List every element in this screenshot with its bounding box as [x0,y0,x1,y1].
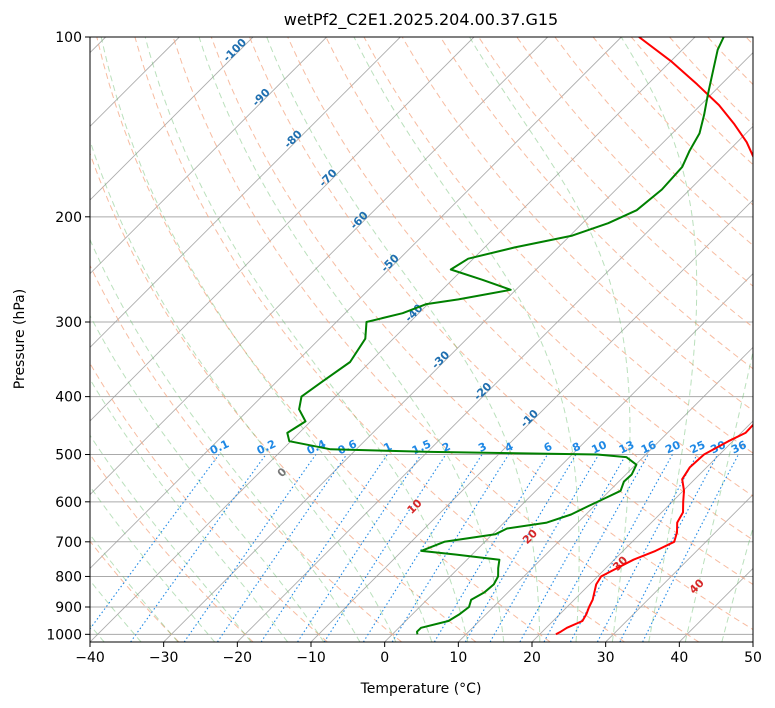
moist-adiabat-line [469,37,631,642]
moist-adiabat-line [90,485,216,642]
y-axis-label: Pressure (hPa) [12,289,28,389]
mixing-ratio-label: 13 [617,438,636,456]
dry-adiabat-line [90,264,403,642]
moist-adiabat-line [90,579,142,642]
mixing-ratio-line [519,454,627,642]
dry-adiabat-line [172,37,700,642]
isotherm-line [310,199,753,642]
moist-adiabat-line [198,37,505,642]
dry-adiabat-line [401,37,753,412]
moist-adiabat-line [90,378,289,642]
isotherm-line [237,125,753,642]
isotherm-line [163,52,753,642]
isotherm-line [531,420,753,642]
mixing-ratio-label: 16 [639,438,659,456]
dry-adiabat-line [478,37,753,328]
mixing-ratio-line [130,454,267,642]
x-tick-label: 30 [597,650,615,666]
mixing-ratio-label: 25 [688,438,707,456]
dry-adiabat-line [90,453,254,642]
moist-adiabat-line [100,37,433,642]
profile-series [286,37,753,636]
y-tick-label: 400 [55,390,82,406]
mixing-ratio-line [183,454,317,642]
isotherm-line [458,346,753,642]
y-tick-label: 100 [55,30,82,46]
moist-adiabat-line [90,434,252,642]
chart-title: wetPf2_C2E1.2025.204.00.37.G15 [284,10,558,30]
mixing-ratio-line [489,454,600,642]
mixing-ratio-label: 36 [729,438,749,456]
x-tick-label: −20 [223,650,253,666]
moist-adiabat-line [684,349,753,642]
moist-adiabat-line [90,533,179,642]
x-tick-label: 40 [670,650,688,666]
x-tick-label: 20 [523,650,541,666]
x-axis-label: Temperature (°C) [360,681,482,697]
axis-ticks: −40 −30 −20 −10 0 10 20 30 40 50 100 200 300 400 500 60… [46,30,762,666]
mixing-ratio-line [464,454,577,642]
temperature-profile [555,37,753,636]
isotherm-line [90,37,327,275]
y-tick-label: 500 [55,448,82,464]
dry-adiabat-line [325,37,753,497]
x-tick-label: 0 [380,650,389,666]
x-tick-label: −30 [149,650,179,666]
x-tick-label: 10 [449,650,467,666]
mixing-ratio-line [260,454,388,642]
moist-adiabat-line [721,526,753,642]
x-tick-label: 50 [744,650,762,666]
dry-adiabat-line [287,37,753,541]
dry-adiabat-line [439,37,753,370]
moist-adiabat-line [620,37,698,642]
dry-adiabat-line [96,37,551,642]
dry-adiabat-line [134,37,625,642]
moist-adiabat-line [90,314,325,642]
y-tick-label: 200 [55,210,82,226]
y-tick-label: 300 [55,315,82,331]
y-tick-label: 1000 [46,627,82,643]
moist-adiabat-line [266,37,541,642]
mixing-ratio-line [433,454,548,642]
y-tick-label: 600 [55,495,82,511]
dry-adiabat-line [90,152,477,642]
mixing-ratio-line [569,454,673,642]
moist-adiabat-line [144,37,469,642]
dry-adiabat-line [249,37,753,585]
background-lines [90,37,753,642]
dry-adiabat-line [210,37,753,631]
mixing-ratio-line [216,454,348,642]
mixing-ratio-label: 20 [663,438,683,456]
moist-adiabat-line [90,238,361,642]
isotherm-line [90,37,548,496]
isotherm-line [90,37,401,348]
isotherm-line [90,37,254,201]
mixing-ratio-line [596,454,698,642]
x-tick-label: −40 [75,650,105,666]
dry-adiabat-line [516,37,753,287]
plot-frame [89,36,754,643]
isotherm-line [90,37,622,569]
mixing-ratio-line [323,454,447,642]
x-tick-label: −10 [296,650,326,666]
dry-adiabat-line [363,37,753,454]
isotherm-line [605,494,753,642]
mixing-ratio-line [297,454,422,642]
mixing-ratio-label: 10 [590,438,610,456]
y-tick-label: 900 [55,600,82,616]
y-tick-label: 700 [55,535,82,551]
moist-adiabat-line [353,37,580,642]
y-tick-label: 800 [55,569,82,585]
mixing-ratio-line [90,454,220,630]
dewpoint-profile [286,37,725,635]
isotherm-line [384,273,753,642]
isotherm-line [90,37,475,422]
isotherm-line [90,37,696,642]
dry-adiabat-line [90,362,328,642]
